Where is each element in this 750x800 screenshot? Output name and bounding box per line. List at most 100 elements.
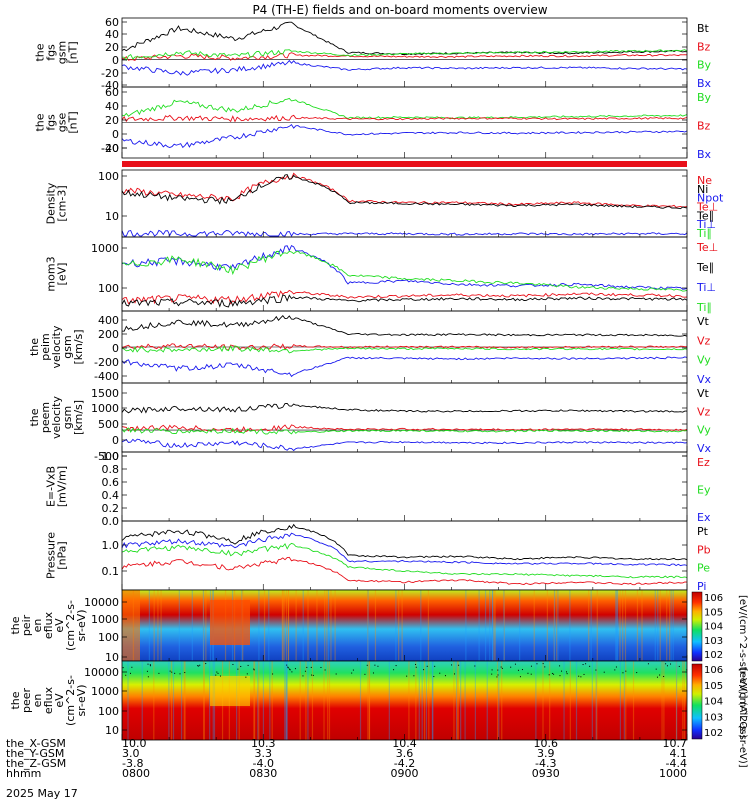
noise-dot xyxy=(245,676,247,678)
noise-dot xyxy=(578,675,580,677)
series-temperature-Te∥ xyxy=(121,294,688,308)
y-tick-label: 10 xyxy=(105,210,119,223)
heatmap-streak xyxy=(591,661,593,740)
y-axis-label-line: fgs xyxy=(45,44,58,61)
noise-dot xyxy=(311,674,313,676)
colorbar-tick-label: 103 xyxy=(704,712,723,723)
heatmap-streak xyxy=(285,661,287,740)
noise-dot xyxy=(158,672,160,674)
y-tick-label: 0 xyxy=(112,128,119,141)
heatmap-streak xyxy=(334,590,336,661)
y-axis-label-line: Density xyxy=(45,182,58,224)
y-tick-label: 0.0 xyxy=(102,515,120,528)
heatmap-streak xyxy=(519,590,521,661)
heatmap-streak xyxy=(575,661,578,740)
y-axis-label-line: peir xyxy=(20,614,33,636)
heatmap-streak xyxy=(494,590,496,661)
heatmap-streak xyxy=(663,661,665,740)
noise-dot xyxy=(656,676,658,678)
heatmap-streak xyxy=(271,661,273,740)
heatmap-streak xyxy=(428,661,430,740)
y-tick-label: -20 xyxy=(101,142,119,155)
colorbar-tick-label: 105 xyxy=(704,607,723,618)
heatmap-streak xyxy=(316,590,318,661)
legend-fgs_gse-Bx: Bx xyxy=(697,148,712,161)
heatmap-streak xyxy=(368,661,370,740)
heatmap-streak xyxy=(672,590,674,661)
noise-dot xyxy=(583,673,585,675)
series-temperature-Te⊥ xyxy=(121,289,688,305)
noise-dot xyxy=(171,671,173,673)
panel-peer_eflux: 10000 1000 100 10 thepeerenefluxeV(cm^2-s-sr… xyxy=(9,660,688,741)
y-tick-label: 0.8 xyxy=(102,463,120,476)
heatmap-streak xyxy=(425,661,428,740)
y-tick-label: 100 xyxy=(98,705,119,718)
legend-temperature-Te⊥: Te⊥ xyxy=(696,241,718,254)
y-axis-label-line: [eV] xyxy=(56,263,69,286)
noise-dot xyxy=(670,663,672,665)
legend-density-Ni: Ni xyxy=(697,183,708,196)
y-tick-label: 0.6 xyxy=(102,476,120,489)
y-tick-label: -200 xyxy=(94,356,119,369)
series-fgs_gsm-Bz xyxy=(121,52,688,61)
heatmap-peir_eflux xyxy=(122,590,687,661)
noise-dot xyxy=(197,665,199,667)
legend-pressure-Pe: Pe xyxy=(697,562,710,575)
x-col-value: 1000 xyxy=(659,767,687,780)
heatmap-streak xyxy=(659,590,661,661)
y-axis-label-line: [nPa] xyxy=(56,541,69,569)
x-col-value: 0800 xyxy=(122,767,150,780)
heatmap-streak xyxy=(311,661,314,740)
colorbar-tick-label: 103 xyxy=(704,636,723,647)
legend-fgs_gsm-Bx: Bx xyxy=(697,77,712,90)
heatmap-streak xyxy=(503,590,505,661)
heatmap-streak xyxy=(285,590,288,661)
y-tick-label: 20 xyxy=(105,41,119,54)
y-axis-label-line: fgs xyxy=(45,114,58,131)
heatmap-streak xyxy=(615,590,617,661)
heatmap-streak xyxy=(503,590,505,661)
legend-fgs_gsm-By: By xyxy=(697,59,712,72)
noise-dot xyxy=(434,665,436,667)
noise-dot xyxy=(678,665,680,667)
heatmap-streak xyxy=(172,661,175,740)
x-col-value: 10.4 xyxy=(392,737,417,750)
heatmap-streak xyxy=(546,590,548,661)
heatmap-streak xyxy=(498,661,500,740)
noise-dot xyxy=(548,674,550,676)
noise-dot xyxy=(566,671,568,673)
heatmap-streak xyxy=(616,590,619,661)
heatmap-streak xyxy=(253,661,255,740)
y-axis-label-line: [km/s] xyxy=(72,329,85,364)
noise-dot xyxy=(374,664,376,666)
heatmap-streak xyxy=(619,590,621,661)
y-axis-label-line: [km/s] xyxy=(72,400,85,435)
heatmap-feature xyxy=(210,676,250,706)
legend-peem_vel-Vy: Vy xyxy=(697,424,711,437)
y-tick-label: 0 xyxy=(112,434,119,447)
noise-dot xyxy=(665,663,667,665)
y-tick-label: 40 xyxy=(105,100,119,113)
series-peem_vel-Vy xyxy=(121,427,688,435)
heatmap-streak xyxy=(569,590,571,661)
data-gap-bar xyxy=(122,161,687,167)
series-peim_vel-Vz xyxy=(121,343,687,351)
noise-dot xyxy=(364,673,366,675)
series-fgs_gse-By xyxy=(121,97,688,120)
noise-dot xyxy=(589,665,591,667)
y-axis-label-line: eflux xyxy=(42,686,55,714)
x-row-label: the_Y-GSM xyxy=(6,747,64,760)
series-density-Ni xyxy=(121,174,688,210)
noise-dot xyxy=(527,672,529,674)
noise-dot xyxy=(603,671,605,673)
legend-peim_vel-Vy: Vy xyxy=(697,354,711,367)
noise-dot xyxy=(433,676,435,678)
legend-fgs_gsm-Bz: Bz xyxy=(697,40,711,53)
y-tick-label: 0.1 xyxy=(102,565,120,578)
series-pressure-Pe xyxy=(121,542,688,579)
noise-dot xyxy=(169,670,171,672)
y-tick-label: 100 xyxy=(98,631,119,644)
